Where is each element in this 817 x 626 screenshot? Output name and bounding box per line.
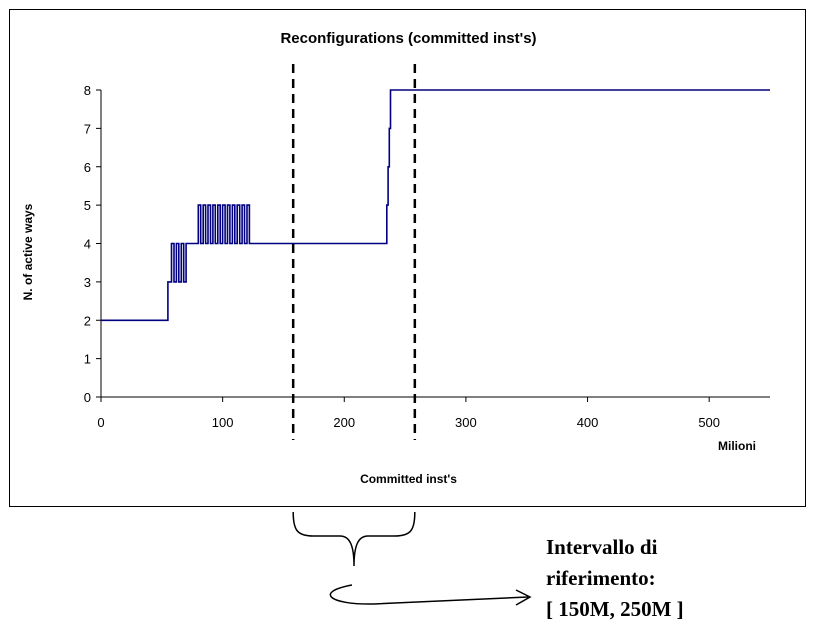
y-tick-label: 1 <box>84 352 91 367</box>
y-tick-label: 3 <box>84 275 91 290</box>
x-tick-label: 200 <box>333 415 355 430</box>
y-tick-label: 7 <box>84 121 91 136</box>
reference-note-line-2: riferimento: <box>546 566 656 590</box>
reference-interval-note: Intervallo di riferimento: [ 150M, 250M … <box>546 532 806 625</box>
x-tick-label: 0 <box>97 415 104 430</box>
chart-frame: Reconfigurations (committed inst's) N. o… <box>9 9 806 507</box>
chart-title: Reconfigurations (committed inst's) <box>280 30 537 47</box>
y-tick-label: 0 <box>84 390 91 405</box>
interval-brace <box>292 511 416 567</box>
annotation-arrow <box>329 584 529 605</box>
x-axis-unit-label: Milioni <box>718 439 756 453</box>
y-tick-label: 8 <box>84 83 91 98</box>
y-tick-label: 6 <box>84 160 91 175</box>
x-tick-label: 400 <box>577 415 599 430</box>
reference-note-line-3: [ 150M, 250M ] <box>546 597 684 621</box>
x-tick-label: 300 <box>455 415 477 430</box>
annotation-arrowhead <box>515 589 532 606</box>
y-tick-label: 5 <box>84 198 91 213</box>
series-line <box>101 89 770 322</box>
x-tick-label: 500 <box>698 415 720 430</box>
x-tick-label: 100 <box>212 415 234 430</box>
x-axis-title: Committed inst's <box>360 472 457 486</box>
reference-note-line-1: Intervallo di <box>546 535 658 559</box>
y-tick-label: 4 <box>84 237 91 252</box>
y-tick-label: 2 <box>84 313 91 328</box>
